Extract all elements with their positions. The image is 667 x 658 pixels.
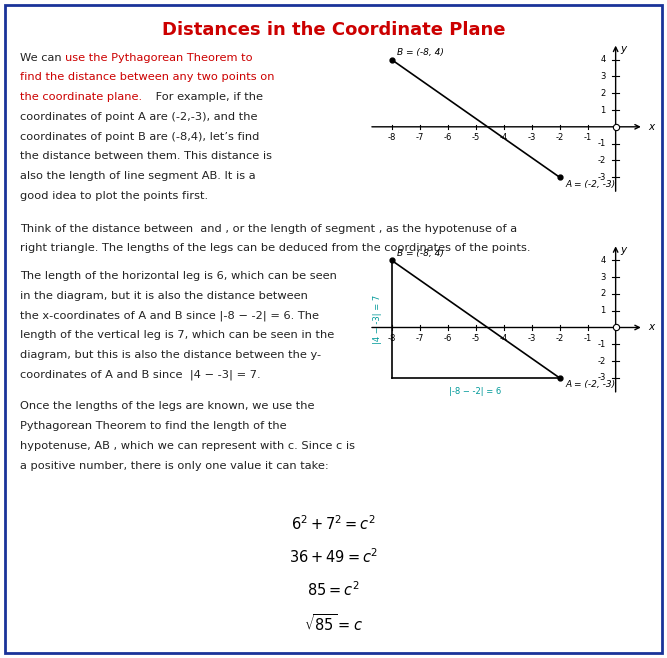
Text: y: y — [620, 45, 626, 55]
Text: coordinates of point B are (-8,4), let’s find: coordinates of point B are (-8,4), let’s… — [20, 132, 259, 141]
Text: -8: -8 — [388, 133, 396, 142]
Text: 1: 1 — [600, 306, 606, 315]
Text: -3: -3 — [528, 133, 536, 142]
Text: find the distance between any two points on: find the distance between any two points… — [20, 72, 275, 82]
Text: -4: -4 — [500, 334, 508, 343]
Text: y: y — [620, 245, 626, 255]
Text: Distances in the Coordinate Plane: Distances in the Coordinate Plane — [162, 21, 505, 39]
Text: -5: -5 — [472, 334, 480, 343]
Text: -1: -1 — [584, 334, 592, 343]
Text: -4: -4 — [500, 133, 508, 142]
Text: $36 + 49 = c^2$: $36 + 49 = c^2$ — [289, 547, 378, 566]
Text: |-8 − -2| = 6: |-8 − -2| = 6 — [450, 387, 502, 396]
Text: use the Pythagorean Theorem to: use the Pythagorean Theorem to — [65, 53, 253, 63]
Text: right triangle. The lengths of the legs can be deduced from the coordinates of t: right triangle. The lengths of the legs … — [20, 243, 530, 253]
Text: in the diagram, but it is also the distance between: in the diagram, but it is also the dista… — [20, 291, 308, 301]
Text: -3: -3 — [528, 334, 536, 343]
Text: -5: -5 — [472, 133, 480, 142]
Text: 2: 2 — [600, 290, 606, 298]
Text: -2: -2 — [598, 156, 606, 165]
Text: A = (-2, -3): A = (-2, -3) — [565, 380, 616, 390]
Text: coordinates of point A are (-2,-3), and the: coordinates of point A are (-2,-3), and … — [20, 112, 257, 122]
Text: $6^2 + 7^2 = c^2$: $6^2 + 7^2 = c^2$ — [291, 515, 376, 533]
Text: B = (-8, 4): B = (-8, 4) — [397, 249, 444, 258]
Text: Once the lengths of the legs are known, we use the: Once the lengths of the legs are known, … — [20, 401, 315, 411]
Text: 1: 1 — [600, 105, 606, 114]
Text: also the length of line segment AB. It is a: also the length of line segment AB. It i… — [20, 171, 255, 181]
Text: -7: -7 — [416, 133, 424, 142]
Text: coordinates of A and B since  |4 − -3| = 7.: coordinates of A and B since |4 − -3| = … — [20, 370, 261, 380]
Text: B = (-8, 4): B = (-8, 4) — [397, 48, 444, 57]
Text: the coordinate plane.: the coordinate plane. — [20, 92, 142, 102]
Text: -2: -2 — [598, 357, 606, 366]
Text: good idea to plot the points first.: good idea to plot the points first. — [20, 191, 208, 201]
Text: For example, if the: For example, if the — [152, 92, 263, 102]
Text: hypotenuse, AB , which we can represent with c. Since c is: hypotenuse, AB , which we can represent … — [20, 441, 355, 451]
Text: diagram, but this is also the distance between the y-: diagram, but this is also the distance b… — [20, 350, 321, 360]
Text: Pythagorean Theorem to find the length of the: Pythagorean Theorem to find the length o… — [20, 421, 287, 431]
Text: 3: 3 — [600, 272, 606, 282]
Text: the x-coordinates of A and B since |-8 − -2| = 6. The: the x-coordinates of A and B since |-8 −… — [20, 311, 319, 321]
Text: The length of the horizontal leg is 6, which can be seen: The length of the horizontal leg is 6, w… — [20, 271, 337, 281]
Text: x: x — [648, 322, 654, 332]
Text: 4: 4 — [600, 55, 606, 64]
Text: -3: -3 — [598, 374, 606, 382]
Text: $\sqrt{85} = c$: $\sqrt{85} = c$ — [304, 613, 363, 634]
Text: -6: -6 — [444, 133, 452, 142]
Text: -6: -6 — [444, 334, 452, 343]
Text: |4 − -3| = 7: |4 − -3| = 7 — [373, 295, 382, 343]
Text: length of the vertical leg is 7, which can be seen in the: length of the vertical leg is 7, which c… — [20, 330, 334, 340]
Text: A = (-2, -3): A = (-2, -3) — [565, 180, 616, 189]
Text: $85 = c^2$: $85 = c^2$ — [307, 580, 360, 599]
Text: -8: -8 — [388, 334, 396, 343]
Text: -2: -2 — [556, 334, 564, 343]
Text: -1: -1 — [584, 133, 592, 142]
Text: We can: We can — [20, 53, 65, 63]
Text: the distance between them. This distance is: the distance between them. This distance… — [20, 151, 272, 161]
Text: 4: 4 — [600, 256, 606, 265]
Text: -1: -1 — [598, 139, 606, 148]
Text: 2: 2 — [600, 89, 606, 97]
Text: -1: -1 — [598, 340, 606, 349]
Text: Think of the distance between  and , or the length of segment , as the hypotenus: Think of the distance between and , or t… — [20, 224, 517, 234]
Text: -7: -7 — [416, 334, 424, 343]
Text: a positive number, there is only one value it can take:: a positive number, there is only one val… — [20, 461, 329, 470]
Text: 3: 3 — [600, 72, 606, 81]
Text: -2: -2 — [556, 133, 564, 142]
Text: -3: -3 — [598, 173, 606, 182]
Text: x: x — [648, 122, 654, 132]
